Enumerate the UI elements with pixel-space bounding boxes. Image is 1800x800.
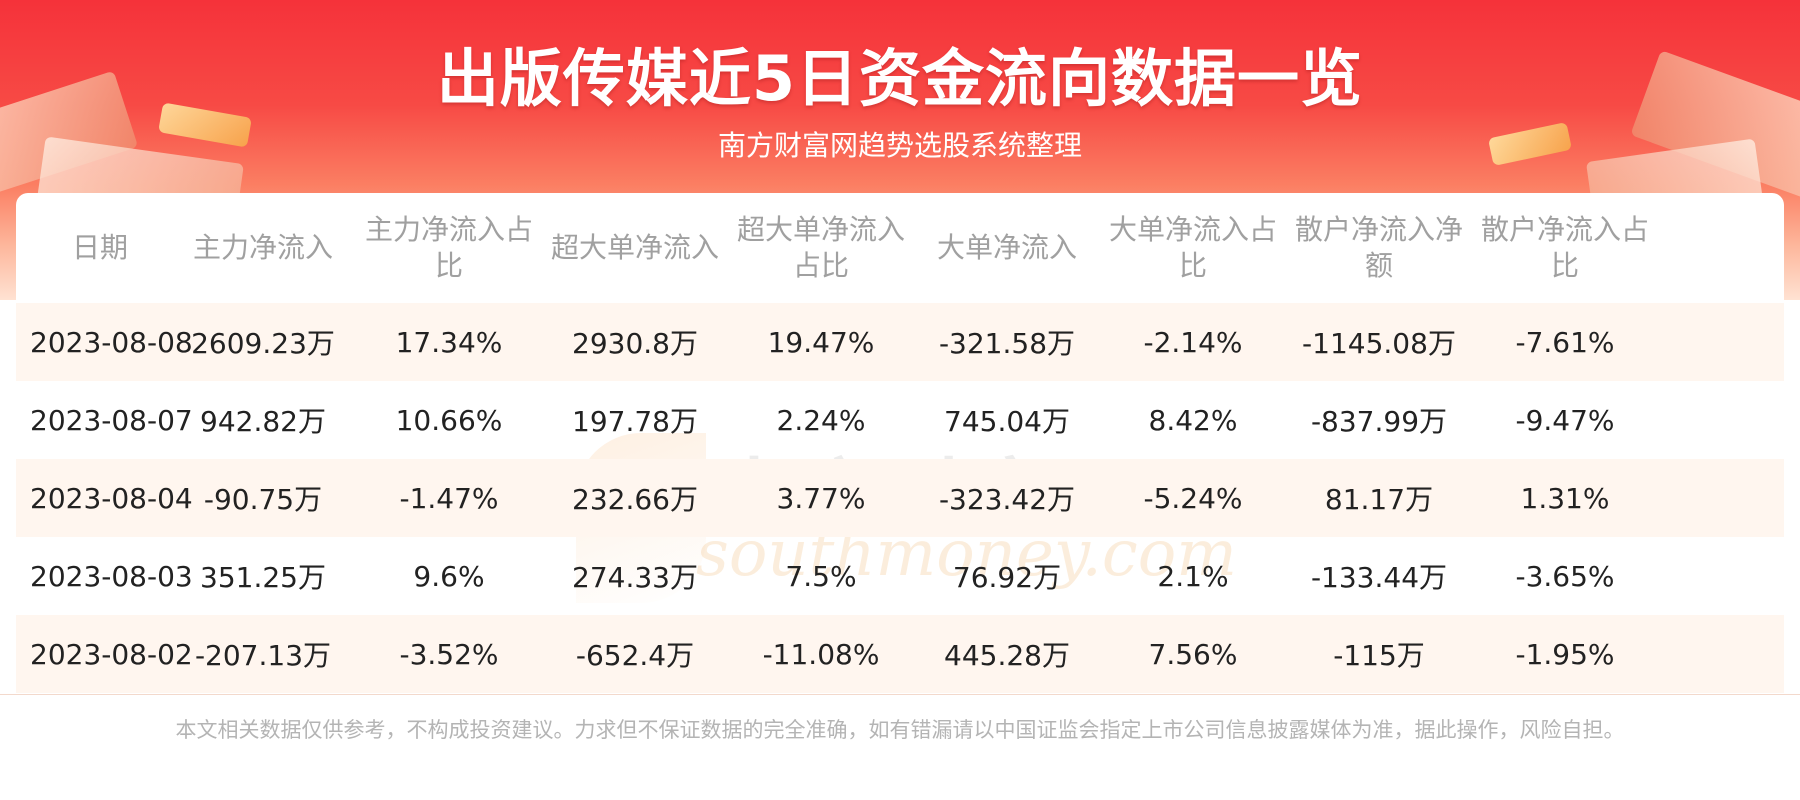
cell-large-inflow: -323.42万	[938, 483, 1076, 516]
column-header-xl-ratio: 超大单净流入占比	[736, 213, 905, 282]
column-header-large-ratio: 大单净流入占比	[1108, 213, 1277, 282]
cell-main-ratio: 9.6%	[413, 559, 485, 593]
cell-main-ratio: -3.52%	[399, 637, 499, 671]
column-header-large-inflow: 大单净流入	[936, 231, 1077, 264]
cell-retail-ratio: -7.61%	[1515, 325, 1615, 359]
column-header-xl-inflow: 超大单净流入	[550, 231, 719, 264]
table-body: 2023-08-08 2609.23万 17.34% 2930.8万 19.47…	[16, 303, 1784, 693]
cell-xl-inflow: 274.33万	[572, 561, 698, 594]
table-row: 2023-08-02 -207.13万 -3.52% -652.4万 -11.0…	[16, 615, 1784, 693]
page-subtitle: 南方财富网趋势选股系统整理	[717, 129, 1082, 162]
cell-large-ratio: 2.1%	[1157, 559, 1229, 593]
column-header-main-inflow: 主力净流入	[192, 231, 333, 264]
cell-retail-inflow: 81.17万	[1324, 483, 1434, 516]
cell-xl-inflow: 197.78万	[572, 405, 698, 438]
cell-retail-inflow: -133.44万	[1310, 561, 1448, 594]
cell-large-inflow: 76.92万	[952, 561, 1062, 594]
cell-main-inflow: 942.82万	[200, 405, 326, 438]
cell-large-inflow: 745.04万	[944, 405, 1070, 438]
cell-large-ratio: -5.24%	[1143, 481, 1243, 515]
table-row: 2023-08-03 351.25万 9.6% 274.33万 7.5% 76.…	[16, 537, 1784, 615]
cell-large-ratio: -2.14%	[1143, 325, 1243, 359]
table-row: 2023-08-04 -90.75万 -1.47% 232.66万 3.77% …	[16, 459, 1784, 537]
cell-xl-ratio: 3.77%	[776, 481, 866, 515]
column-header-date: 日期	[71, 231, 128, 264]
column-header-retail-inflow: 散户净流入净额	[1294, 213, 1463, 282]
cell-retail-inflow: -1145.08万	[1302, 327, 1456, 360]
cell-retail-inflow: -837.99万	[1310, 405, 1448, 438]
cell-xl-ratio: 7.5%	[785, 559, 857, 593]
cell-main-ratio: 10.66%	[395, 403, 503, 437]
cell-main-inflow: -90.75万	[203, 483, 323, 516]
page-title: 出版传媒近5日资金流向数据一览	[436, 42, 1364, 115]
table-row: 2023-08-07 942.82万 10.66% 197.78万 2.24% …	[16, 381, 1784, 459]
cell-date: 2023-08-07	[30, 403, 193, 437]
data-table-card: 南方财富网 southmoney.com 日期 主力净流入 主力净流入占比 超大…	[16, 193, 1784, 695]
cell-main-ratio: 17.34%	[395, 325, 503, 359]
cell-xl-inflow: -652.4万	[575, 639, 695, 672]
cell-main-inflow: 351.25万	[200, 561, 326, 594]
cell-date: 2023-08-04	[30, 481, 193, 515]
cell-date: 2023-08-08	[30, 325, 193, 359]
column-header-main-ratio: 主力净流入占比	[364, 213, 533, 282]
cell-large-inflow: -321.58万	[938, 327, 1076, 360]
cell-xl-inflow: 232.66万	[572, 483, 698, 516]
cell-xl-ratio: -11.08%	[762, 637, 880, 671]
cell-main-inflow: -207.13万	[194, 639, 332, 672]
cell-date: 2023-08-03	[30, 559, 193, 593]
cell-retail-inflow: -115万	[1333, 639, 1425, 672]
footer-divider	[0, 694, 1800, 695]
cell-large-inflow: 445.28万	[944, 639, 1070, 672]
cell-retail-ratio: 1.31%	[1520, 481, 1610, 515]
cell-xl-inflow: 2930.8万	[572, 327, 698, 360]
disclaimer-text: 本文相关数据仅供参考，不构成投资建议。力求但不保证数据的完全准确，如有错漏请以中…	[175, 718, 1625, 742]
column-header-retail-ratio: 散户净流入占比	[1480, 213, 1649, 282]
cell-retail-ratio: -9.47%	[1515, 403, 1615, 437]
cell-main-inflow: 2609.23万	[191, 327, 335, 360]
cell-large-ratio: 7.56%	[1148, 637, 1238, 671]
cell-large-ratio: 8.42%	[1148, 403, 1238, 437]
cell-xl-ratio: 2.24%	[776, 403, 866, 437]
cell-main-ratio: -1.47%	[399, 481, 499, 515]
cell-retail-ratio: -1.95%	[1515, 637, 1615, 671]
table-header: 日期 主力净流入 主力净流入占比 超大单净流入 超大单净流入占比 大单净流入 大…	[16, 193, 1784, 303]
cell-date: 2023-08-02	[30, 637, 193, 671]
cell-xl-ratio: 19.47%	[767, 325, 875, 359]
cell-retail-ratio: -3.65%	[1515, 559, 1615, 593]
table-row: 2023-08-08 2609.23万 17.34% 2930.8万 19.47…	[16, 303, 1784, 381]
